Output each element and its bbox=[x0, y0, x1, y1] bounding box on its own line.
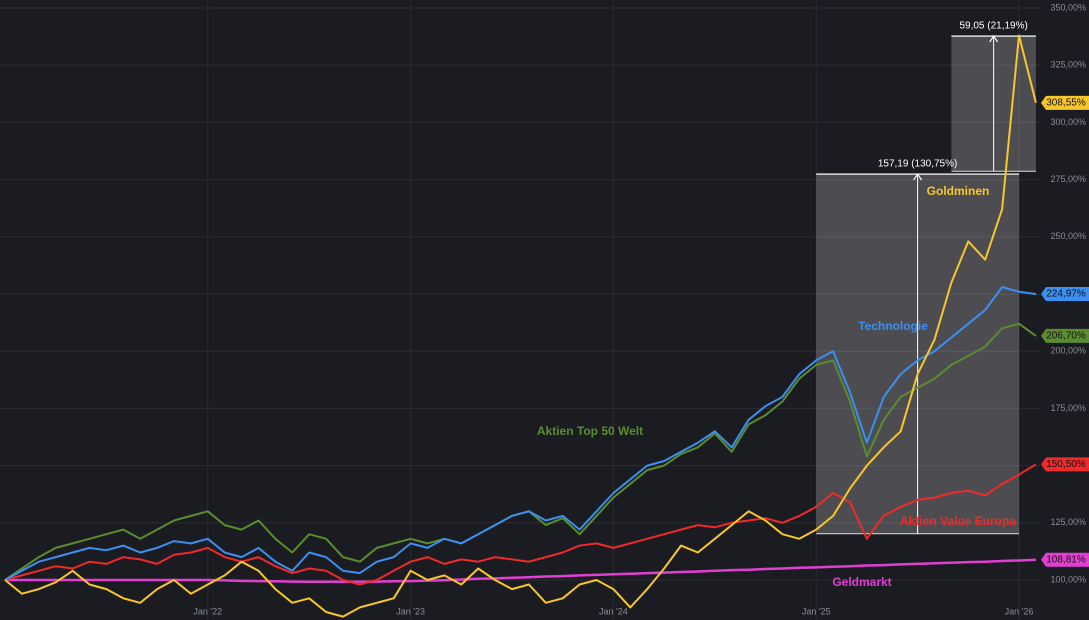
y-tick-label: 275,00% bbox=[1050, 174, 1086, 184]
end-tag-label: 224,97% bbox=[1046, 289, 1086, 300]
measure-label: 59,05 (21,19%) bbox=[959, 21, 1027, 32]
series-label: Technologie bbox=[858, 319, 928, 333]
series-label: Aktien Top 50 Welt bbox=[537, 424, 643, 438]
series-line bbox=[4, 286, 1037, 581]
x-tick-label: Jan '23 bbox=[396, 606, 425, 616]
x-tick-label: Jan '25 bbox=[802, 606, 831, 616]
measure-label: 157,19 (130,75%) bbox=[878, 159, 958, 170]
y-tick-label: 350,00% bbox=[1050, 2, 1086, 12]
end-tag bbox=[1041, 552, 1089, 567]
series-label: Geldmarkt bbox=[832, 575, 891, 589]
x-tick-label: Jan '22 bbox=[193, 606, 222, 616]
end-tag-label: 108,81% bbox=[1046, 554, 1086, 565]
series-line bbox=[4, 463, 1037, 586]
y-tick-label: 250,00% bbox=[1050, 231, 1086, 241]
end-tag-label: 308,55% bbox=[1046, 97, 1086, 108]
arrow-head bbox=[989, 35, 999, 43]
y-tick-label: 125,00% bbox=[1050, 517, 1086, 527]
y-tick-label: 175,00% bbox=[1050, 403, 1086, 413]
series-label: Aktien Value Europa bbox=[900, 514, 1016, 528]
y-tick-label: 325,00% bbox=[1050, 60, 1086, 70]
end-tag bbox=[1041, 95, 1089, 110]
series-label: Goldminen bbox=[927, 184, 990, 198]
x-tick-label: Jan '26 bbox=[1005, 606, 1034, 616]
end-tag bbox=[1041, 287, 1089, 302]
y-tick-label: 300,00% bbox=[1050, 117, 1086, 127]
end-tag bbox=[1041, 457, 1089, 472]
end-tag-label: 206,70% bbox=[1046, 330, 1086, 341]
x-tick-label: Jan '24 bbox=[599, 606, 628, 616]
y-tick-label: 100,00% bbox=[1050, 574, 1086, 584]
y-tick-label: 200,00% bbox=[1050, 346, 1086, 356]
series-line bbox=[5, 558, 1036, 584]
series-line bbox=[4, 34, 1037, 618]
end-tag-label: 150,50% bbox=[1046, 459, 1086, 470]
arrow-head bbox=[913, 172, 923, 181]
end-tag bbox=[1041, 328, 1089, 343]
